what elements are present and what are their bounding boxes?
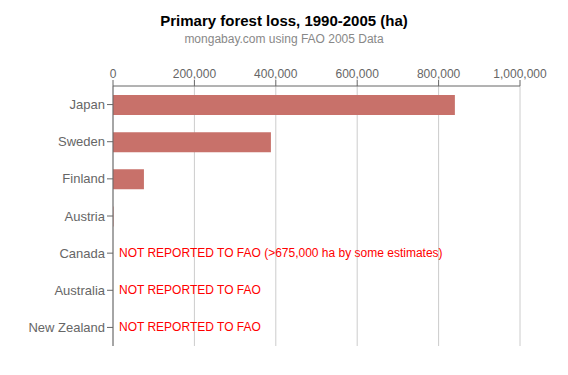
html-text:mongabay.com using FAO 2005 Da: mongabay.com using FAO 2005 Data [184, 32, 384, 46]
svg-text:NOT REPORTED TO FAO (>675,000: NOT REPORTED TO FAO (>675,000 ha by some… [119, 246, 443, 260]
svg-text:NOT REPORTED TO FAO: NOT REPORTED TO FAO [119, 283, 261, 297]
svg-text:Canada: Canada [59, 246, 105, 261]
svg-text:Austria: Austria [65, 209, 106, 224]
svg-text:NOT REPORTED TO FAO: NOT REPORTED TO FAO [119, 320, 261, 334]
svg-text:0: 0 [110, 67, 117, 81]
svg-text:600,000: 600,000 [336, 67, 380, 81]
html-text:Primary forest loss, 1990-2005: Primary forest loss, 1990-2005 (ha) [160, 12, 408, 29]
svg-text:Japan: Japan [70, 97, 105, 112]
svg-text:Finland: Finland [62, 171, 105, 186]
svg-text:1,000,000: 1,000,000 [493, 67, 547, 81]
svg-text:Australia: Australia [54, 283, 105, 298]
svg-text:Sweden: Sweden [58, 134, 105, 149]
svg-text:800,000: 800,000 [417, 67, 461, 81]
svg-text:200,000: 200,000 [173, 67, 217, 81]
svg-text:New Zealand: New Zealand [28, 320, 105, 335]
svg-text:400,000: 400,000 [254, 67, 298, 81]
